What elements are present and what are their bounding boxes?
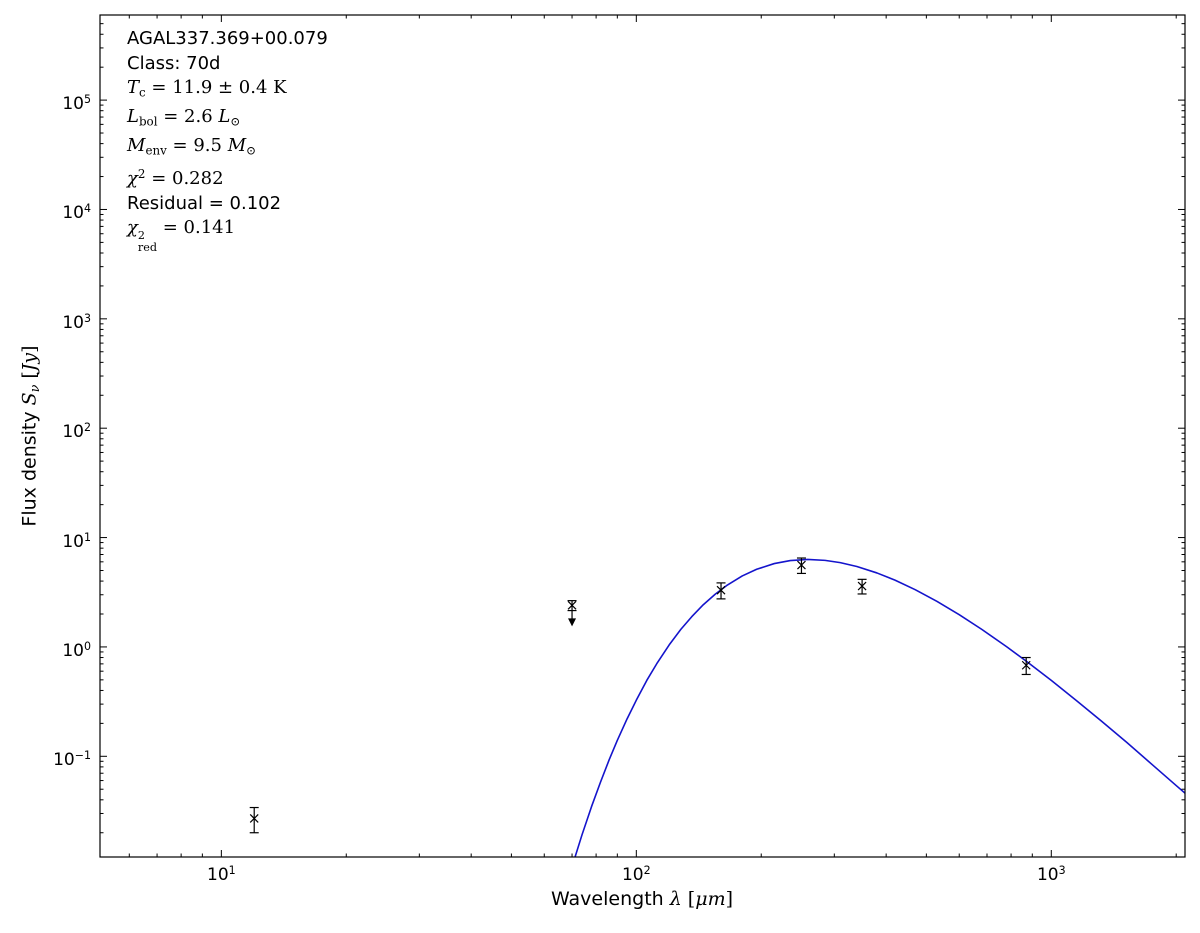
upper-limit-arrow-icon — [568, 610, 577, 627]
x-tick-label: 103 — [1036, 864, 1066, 886]
data-point — [1021, 656, 1031, 676]
axes-frame — [99, 14, 1186, 858]
y-tick-label: 10−1 — [53, 749, 91, 771]
data-point — [796, 557, 806, 575]
x-axis-label: Wavelength λ [μm] — [550, 888, 734, 910]
y-tick-label: 100 — [62, 639, 91, 661]
x-tick-label: 102 — [621, 864, 651, 886]
y-tick-label: 102 — [62, 421, 91, 443]
model-fit-curve — [574, 558, 1185, 857]
data-point — [249, 806, 259, 834]
data-point — [567, 600, 577, 627]
y-tick-label: 104 — [62, 202, 91, 224]
annotation-line: Menv = 9.5 M⊙ — [127, 134, 257, 157]
annotation-line: Residual = 0.102 — [127, 192, 282, 214]
annotation-line: AGAL337.369+00.079 — [127, 28, 328, 49]
y-tick-label: 101 — [62, 530, 91, 552]
fit-parameters-annotation: AGAL337.369+00.079 Class: 70d Tc = 11.9 ± … — [127, 27, 328, 253]
annotation-line: Class: 70d — [127, 52, 221, 74]
annotation-line: Lbol = 2.6 L⊙ — [127, 105, 241, 129]
annotation-line: χ 2 red = 0.141 — [127, 217, 236, 254]
data-point — [716, 582, 726, 600]
annotation-line: χ2 = 0.282 — [127, 167, 224, 190]
x-tick-label: 101 — [207, 864, 236, 886]
annotation-line: Tc = 11.9 ± 0.4 K — [127, 77, 287, 100]
data-point — [857, 578, 867, 595]
y-tick-label: 105 — [62, 93, 91, 115]
y-tick-label: 103 — [62, 311, 91, 333]
axis-ticks — [100, 15, 1185, 857]
